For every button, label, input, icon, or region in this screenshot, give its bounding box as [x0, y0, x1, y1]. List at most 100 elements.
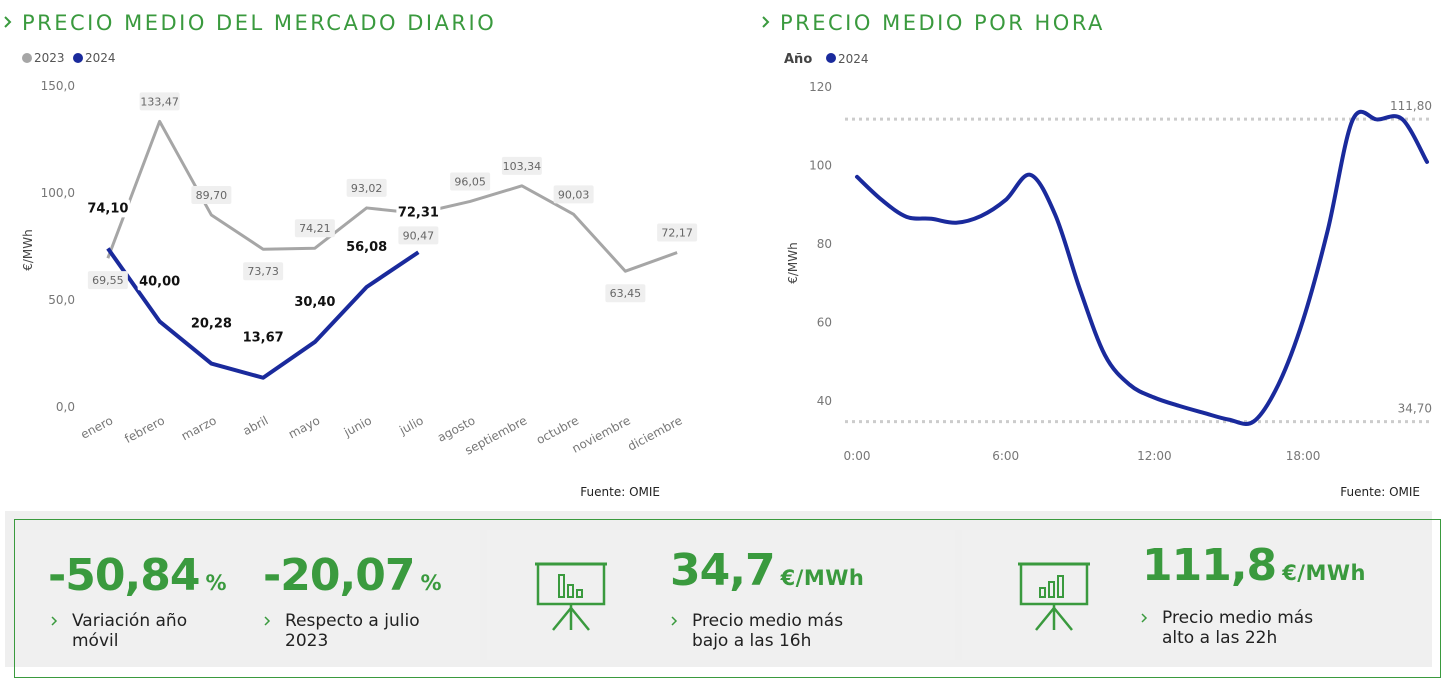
data-label-text: 20,28	[191, 317, 232, 332]
data-label-box	[243, 262, 284, 281]
reference-label: 34,70	[1398, 402, 1432, 416]
data-label-text: 74,21	[299, 222, 331, 235]
y-axis-label: €/MWh	[21, 229, 35, 271]
data-label: 30,40	[292, 292, 337, 311]
data-label-text: 133,47	[140, 95, 179, 108]
data-label-box	[191, 186, 232, 205]
data-label: 74,10	[85, 199, 130, 218]
charts: PRECIO MEDIO DEL MERCADO DIARIO PRECIO M…	[4, 11, 1432, 499]
legend-title: Año	[784, 52, 812, 67]
data-label-box	[87, 271, 128, 290]
data-label: 103,34	[501, 156, 542, 175]
kpi-value: 111,8 €/MWh	[1142, 540, 1366, 591]
bullet-chevron	[51, 616, 58, 626]
data-label: 69,55	[87, 271, 128, 290]
data-label: 63,45	[605, 284, 646, 303]
kpi-number: 34,7	[670, 545, 776, 596]
chart-icon	[1018, 562, 1090, 631]
data-label-text: 90,03	[558, 188, 590, 201]
data-label-box	[396, 203, 441, 222]
y-tick-label: 40	[817, 394, 832, 408]
legend-label: 2024	[838, 52, 869, 66]
data-label-text: 96,05	[454, 175, 486, 188]
legend-label: 2023	[34, 51, 65, 65]
bullet-chevron	[671, 616, 678, 626]
data-label: 90,47	[398, 226, 439, 245]
kpi-number: -50,84	[48, 550, 200, 601]
x-tick-label: 12:00	[1137, 449, 1172, 463]
kpi-frame	[14, 519, 1441, 678]
data-label: 72,31	[396, 203, 441, 222]
data-label-box	[139, 92, 180, 111]
data-label-text: 72,17	[661, 227, 693, 240]
data-label: 93,02	[346, 178, 387, 197]
y-tick-label: 0,0	[56, 400, 75, 414]
kpi-value: -20,07%	[263, 550, 442, 601]
legend-swatch	[73, 53, 83, 63]
data-label-box	[501, 156, 542, 175]
data-label-text: 30,40	[294, 295, 335, 310]
y-tick-label: 100	[809, 158, 832, 172]
data-label-box	[553, 185, 594, 204]
data-label-box	[657, 223, 698, 242]
x-tick-label: mayo	[286, 413, 322, 441]
legend-label: 2024	[85, 51, 116, 65]
kpi-unit: %	[205, 571, 227, 595]
data-label: 74,21	[294, 219, 335, 238]
y-axis-label: €/MWh	[786, 242, 800, 284]
kpi-unit: €/MWh	[780, 566, 865, 590]
data-label-text: 93,02	[351, 182, 383, 195]
data-label-box	[344, 237, 389, 256]
data-label-box	[450, 172, 491, 191]
x-tick-label: 0:00	[844, 449, 871, 463]
data-label: 96,05	[450, 172, 491, 191]
data-label-box	[398, 226, 439, 245]
data-label-text: 72,31	[398, 205, 439, 220]
bullet-chevron	[264, 616, 271, 626]
data-label: 89,70	[191, 186, 232, 205]
kpi-label: Precio medio más bajo a las 16h	[692, 611, 844, 651]
legend-swatch	[826, 53, 836, 63]
chart-icon	[535, 562, 607, 631]
y-tick-label: 100,0	[41, 186, 75, 200]
kpi-label: Precio medio más alto a las 22h	[1162, 608, 1314, 648]
data-label-box	[85, 199, 130, 218]
x-tick-label: abril	[240, 413, 270, 438]
source: Fuente: OMIE	[580, 485, 660, 499]
data-label: 73,73	[243, 262, 284, 281]
kpi-unit: %	[420, 571, 442, 595]
source: Fuente: OMIE	[1340, 485, 1420, 499]
kpi-unit: €/MWh	[1282, 561, 1366, 585]
x-tick-label: 18:00	[1286, 449, 1321, 463]
data-label-text: 13,67	[243, 331, 284, 346]
data-label-text: 74,10	[87, 201, 128, 216]
x-tick-label: julio	[396, 413, 425, 438]
x-tick-label: noviembre	[570, 413, 633, 455]
data-label: 90,03	[553, 185, 594, 204]
x-tick-label: 6:00	[992, 449, 1019, 463]
bullet-chevron	[1141, 613, 1148, 623]
y-tick-label: 50,0	[48, 293, 75, 307]
data-label-box	[189, 314, 234, 333]
kpi-value: -50,84%	[48, 550, 227, 601]
data-label: 133,47	[139, 92, 180, 111]
data-label: 20,28	[189, 314, 234, 333]
kpi-label: Variación año móvil	[72, 611, 188, 651]
data-label-text: 90,47	[403, 229, 435, 242]
data-label-text: 103,34	[503, 160, 542, 173]
kpi-value: 34,7 €/MWh	[670, 545, 864, 596]
x-tick-label: diciembre	[625, 413, 684, 453]
title-chevron	[762, 16, 770, 28]
data-label-text: 69,55	[92, 274, 124, 287]
data-label: 13,67	[241, 328, 286, 347]
data-label-text: 89,70	[196, 189, 228, 202]
kpi-card	[14, 530, 480, 660]
data-label-box	[241, 328, 286, 347]
data-label-text: 40,00	[139, 274, 180, 289]
data-label: 40,00	[137, 272, 182, 291]
x-tick-label: enero	[78, 413, 115, 442]
data-label-box	[346, 178, 387, 197]
y-tick-label: 60	[817, 315, 832, 329]
y-tick-label: 150,0	[41, 79, 75, 93]
